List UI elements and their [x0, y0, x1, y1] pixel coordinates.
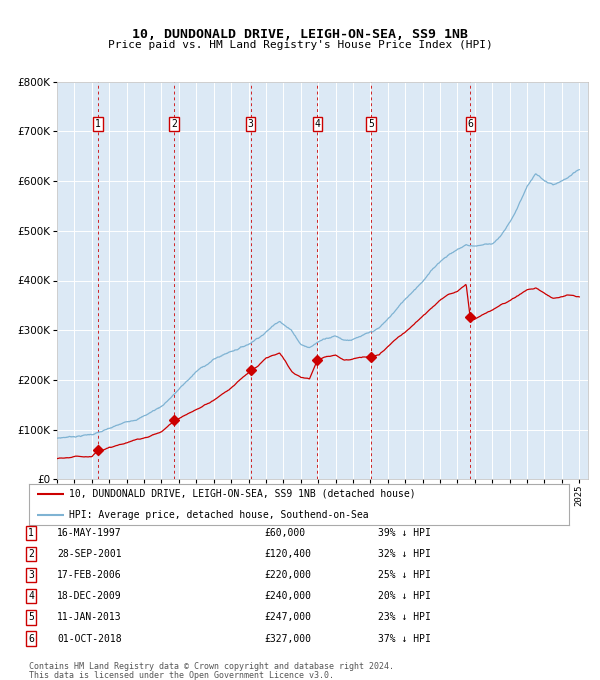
Text: 25% ↓ HPI: 25% ↓ HPI: [378, 571, 431, 580]
Text: 1: 1: [95, 119, 101, 129]
Text: 20% ↓ HPI: 20% ↓ HPI: [378, 592, 431, 601]
Text: £247,000: £247,000: [264, 613, 311, 622]
Text: £60,000: £60,000: [264, 528, 305, 538]
Text: 32% ↓ HPI: 32% ↓ HPI: [378, 549, 431, 559]
Text: 10, DUNDONALD DRIVE, LEIGH-ON-SEA, SS9 1NB (detached house): 10, DUNDONALD DRIVE, LEIGH-ON-SEA, SS9 1…: [70, 489, 416, 499]
Text: This data is licensed under the Open Government Licence v3.0.: This data is licensed under the Open Gov…: [29, 670, 334, 680]
Text: 3: 3: [248, 119, 254, 129]
Text: £240,000: £240,000: [264, 592, 311, 601]
Text: 10, DUNDONALD DRIVE, LEIGH-ON-SEA, SS9 1NB: 10, DUNDONALD DRIVE, LEIGH-ON-SEA, SS9 1…: [132, 27, 468, 41]
Text: 2: 2: [172, 119, 177, 129]
Text: 28-SEP-2001: 28-SEP-2001: [57, 549, 122, 559]
Text: £327,000: £327,000: [264, 634, 311, 643]
Text: 11-JAN-2013: 11-JAN-2013: [57, 613, 122, 622]
Text: HPI: Average price, detached house, Southend-on-Sea: HPI: Average price, detached house, Sout…: [70, 510, 369, 520]
Text: 39% ↓ HPI: 39% ↓ HPI: [378, 528, 431, 538]
Text: 17-FEB-2006: 17-FEB-2006: [57, 571, 122, 580]
Text: Price paid vs. HM Land Registry's House Price Index (HPI): Price paid vs. HM Land Registry's House …: [107, 40, 493, 50]
Text: 3: 3: [28, 571, 34, 580]
Text: 23% ↓ HPI: 23% ↓ HPI: [378, 613, 431, 622]
Text: 5: 5: [368, 119, 374, 129]
Text: £220,000: £220,000: [264, 571, 311, 580]
Text: 4: 4: [28, 592, 34, 601]
Text: Contains HM Land Registry data © Crown copyright and database right 2024.: Contains HM Land Registry data © Crown c…: [29, 662, 394, 671]
Text: 37% ↓ HPI: 37% ↓ HPI: [378, 634, 431, 643]
Text: 2: 2: [28, 549, 34, 559]
Text: 1: 1: [28, 528, 34, 538]
Text: 6: 6: [467, 119, 473, 129]
Text: 18-DEC-2009: 18-DEC-2009: [57, 592, 122, 601]
Text: 6: 6: [28, 634, 34, 643]
Text: 4: 4: [314, 119, 320, 129]
Text: 16-MAY-1997: 16-MAY-1997: [57, 528, 122, 538]
Text: 5: 5: [28, 613, 34, 622]
Text: £120,400: £120,400: [264, 549, 311, 559]
Text: 01-OCT-2018: 01-OCT-2018: [57, 634, 122, 643]
